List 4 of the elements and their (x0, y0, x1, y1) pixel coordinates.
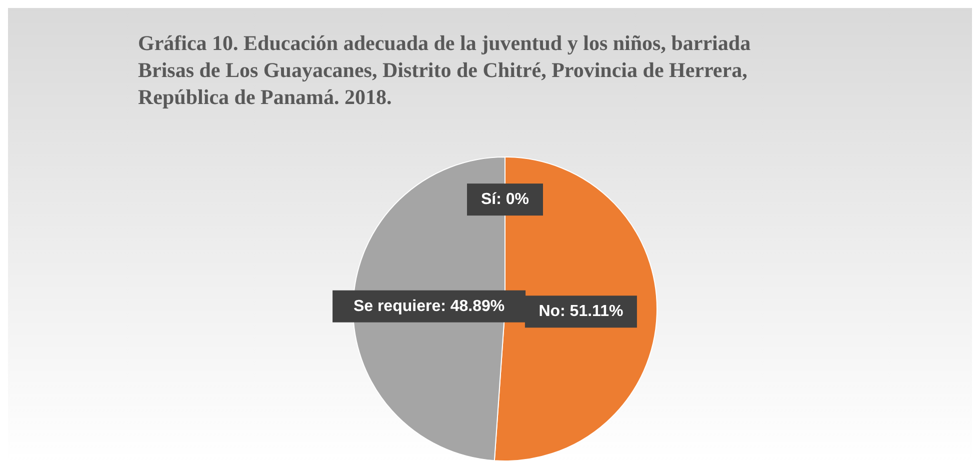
slice-label: No: 51.11% (538, 303, 624, 320)
slice-label: Se requiere: 48.89% (353, 298, 505, 315)
category-label: Sí: 0% (480, 191, 530, 208)
chart-title: Gráfica 10. Educación adecuada de la juventud y los niños, barriada Brisas de Los Guayacanes, Distrito de Chitré, Provincia de Herrera, República de Panamá. 2018. (138, 30, 752, 111)
